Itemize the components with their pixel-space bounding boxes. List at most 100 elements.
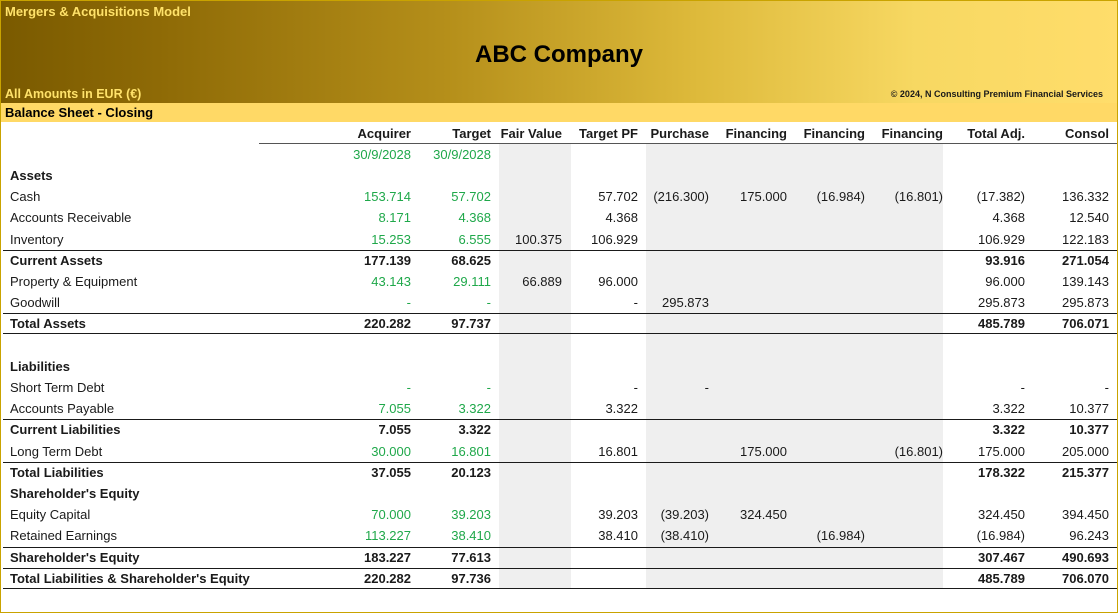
value-cell[interactable]: 324.450 <box>740 507 787 523</box>
value-cell[interactable]: 136.332 <box>1062 189 1109 205</box>
value-cell[interactable]: 57.702 <box>451 189 491 205</box>
value-cell[interactable]: 7.055 <box>378 401 411 417</box>
value-cell[interactable]: 57.702 <box>598 189 638 205</box>
row-label[interactable]: Long Term Debt <box>10 443 103 459</box>
column-header-financing[interactable]: Financing <box>803 126 865 141</box>
value-cell[interactable]: (16.984) <box>976 528 1025 544</box>
value-cell[interactable]: 706.071 <box>1062 316 1109 332</box>
value-cell[interactable]: 485.789 <box>978 316 1025 332</box>
column-header-consol[interactable]: Consol <box>1064 126 1109 141</box>
value-cell[interactable]: 15.253 <box>371 231 411 247</box>
value-cell[interactable]: - <box>1104 380 1109 395</box>
value-cell[interactable]: 93.916 <box>985 252 1025 268</box>
value-cell[interactable]: 16.801 <box>598 443 638 459</box>
value-cell[interactable]: 43.143 <box>371 274 411 289</box>
value-cell[interactable]: 3.322 <box>458 422 491 438</box>
value-cell[interactable]: 175.000 <box>978 443 1025 459</box>
value-cell[interactable]: - <box>406 380 411 395</box>
model-title[interactable]: Mergers & Acquisitions Model <box>5 4 191 19</box>
value-cell[interactable]: 175.000 <box>740 443 787 459</box>
value-cell[interactable]: 106.929 <box>978 231 1025 247</box>
column-header-total-adj[interactable]: Total Adj. <box>967 126 1025 141</box>
value-cell[interactable]: 96.000 <box>985 274 1025 289</box>
value-cell[interactable]: 307.467 <box>978 549 1025 565</box>
row-label[interactable]: Total Liabilities & Shareholder's Equity <box>10 570 250 586</box>
value-cell[interactable]: 4.368 <box>992 210 1025 226</box>
column-header-fair-value[interactable]: Fair Value <box>500 126 562 141</box>
column-header-target[interactable]: Target <box>452 126 491 141</box>
value-cell[interactable]: 37.055 <box>371 464 411 480</box>
value-cell[interactable]: 106.929 <box>591 231 638 247</box>
value-cell[interactable]: - <box>704 380 709 395</box>
row-label[interactable]: Current Assets <box>10 252 103 268</box>
value-cell[interactable]: 96.000 <box>598 274 638 289</box>
row-label[interactable]: Current Liabilities <box>10 422 121 438</box>
row-label[interactable]: Assets <box>10 168 53 183</box>
value-cell[interactable]: - <box>486 295 491 311</box>
value-cell[interactable]: 3.322 <box>605 401 638 417</box>
value-cell[interactable]: 38.410 <box>598 528 638 544</box>
value-cell[interactable]: 215.377 <box>1062 464 1109 480</box>
value-cell[interactable]: (16.984) <box>816 528 865 544</box>
currency-label[interactable]: All Amounts in EUR (€) <box>5 87 142 101</box>
value-cell[interactable]: - <box>486 380 491 395</box>
row-label[interactable]: Shareholder's Equity <box>10 486 140 501</box>
value-cell[interactable]: 205.000 <box>1062 443 1109 459</box>
value-cell[interactable]: 178.322 <box>978 464 1025 480</box>
column-header-target-pf[interactable]: Target PF <box>579 126 638 141</box>
value-cell[interactable]: 10.377 <box>1069 401 1109 417</box>
value-cell[interactable]: (216.300) <box>653 189 709 205</box>
value-cell[interactable]: 38.410 <box>451 528 491 544</box>
value-cell[interactable]: 30.000 <box>371 443 411 459</box>
column-header-acquirer[interactable]: Acquirer <box>357 126 411 141</box>
row-label[interactable]: Goodwill <box>10 295 60 311</box>
row-label[interactable]: Cash <box>10 189 41 205</box>
value-cell[interactable]: 177.139 <box>364 252 411 268</box>
value-cell[interactable]: 7.055 <box>378 422 411 438</box>
section-title[interactable]: Balance Sheet - Closing <box>5 105 154 120</box>
value-cell[interactable]: 6.555 <box>458 231 491 247</box>
value-cell[interactable]: 3.322 <box>992 422 1025 438</box>
value-cell[interactable]: 490.693 <box>1062 549 1109 565</box>
value-cell[interactable]: 96.243 <box>1069 528 1109 544</box>
row-label[interactable]: Accounts Payable <box>10 401 115 417</box>
value-cell[interactable]: - <box>633 295 638 311</box>
value-cell[interactable]: 70.000 <box>371 507 411 523</box>
value-cell[interactable]: 394.450 <box>1062 507 1109 523</box>
row-label[interactable]: Short Term Debt <box>10 380 105 395</box>
value-cell[interactable]: 39.203 <box>598 507 638 523</box>
value-cell[interactable]: 8.171 <box>378 210 411 226</box>
value-cell[interactable]: (16.801) <box>894 443 943 459</box>
value-cell[interactable]: 295.873 <box>978 295 1025 311</box>
period-date-cell[interactable]: 30/9/2028 <box>353 147 411 162</box>
value-cell[interactable]: 113.227 <box>364 528 411 544</box>
row-label[interactable]: Accounts Receivable <box>10 210 132 226</box>
value-cell[interactable]: 4.368 <box>458 210 491 226</box>
period-date-cell[interactable]: 30/9/2028 <box>433 147 491 162</box>
row-label[interactable]: Total Liabilities <box>10 464 104 480</box>
value-cell[interactable]: 68.625 <box>451 252 491 268</box>
value-cell[interactable]: 39.203 <box>451 507 491 523</box>
value-cell[interactable]: 10.377 <box>1069 422 1109 438</box>
value-cell[interactable]: 16.801 <box>451 443 491 459</box>
value-cell[interactable]: (38.410) <box>660 528 709 544</box>
value-cell[interactable]: - <box>633 380 638 395</box>
value-cell[interactable]: 271.054 <box>1062 252 1109 268</box>
column-header-financing[interactable]: Financing <box>881 126 943 141</box>
row-label[interactable]: Equity Capital <box>10 507 91 523</box>
value-cell[interactable]: 29.111 <box>453 274 491 289</box>
value-cell[interactable]: 122.183 <box>1062 231 1109 247</box>
value-cell[interactable]: 324.450 <box>978 507 1025 523</box>
value-cell[interactable]: 97.737 <box>451 316 491 332</box>
value-cell[interactable]: 97.736 <box>451 570 491 586</box>
value-cell[interactable]: 3.322 <box>992 401 1025 417</box>
value-cell[interactable]: 4.368 <box>605 210 638 226</box>
value-cell[interactable]: 220.282 <box>364 570 411 586</box>
value-cell[interactable]: (39.203) <box>660 507 709 523</box>
row-label[interactable]: Retained Earnings <box>10 528 117 544</box>
value-cell[interactable]: 295.873 <box>1062 295 1109 311</box>
row-label[interactable]: Property & Equipment <box>10 274 138 289</box>
row-label[interactable]: Inventory <box>10 231 64 247</box>
value-cell[interactable]: - <box>1020 380 1025 395</box>
row-label[interactable]: Shareholder's Equity <box>10 549 140 565</box>
